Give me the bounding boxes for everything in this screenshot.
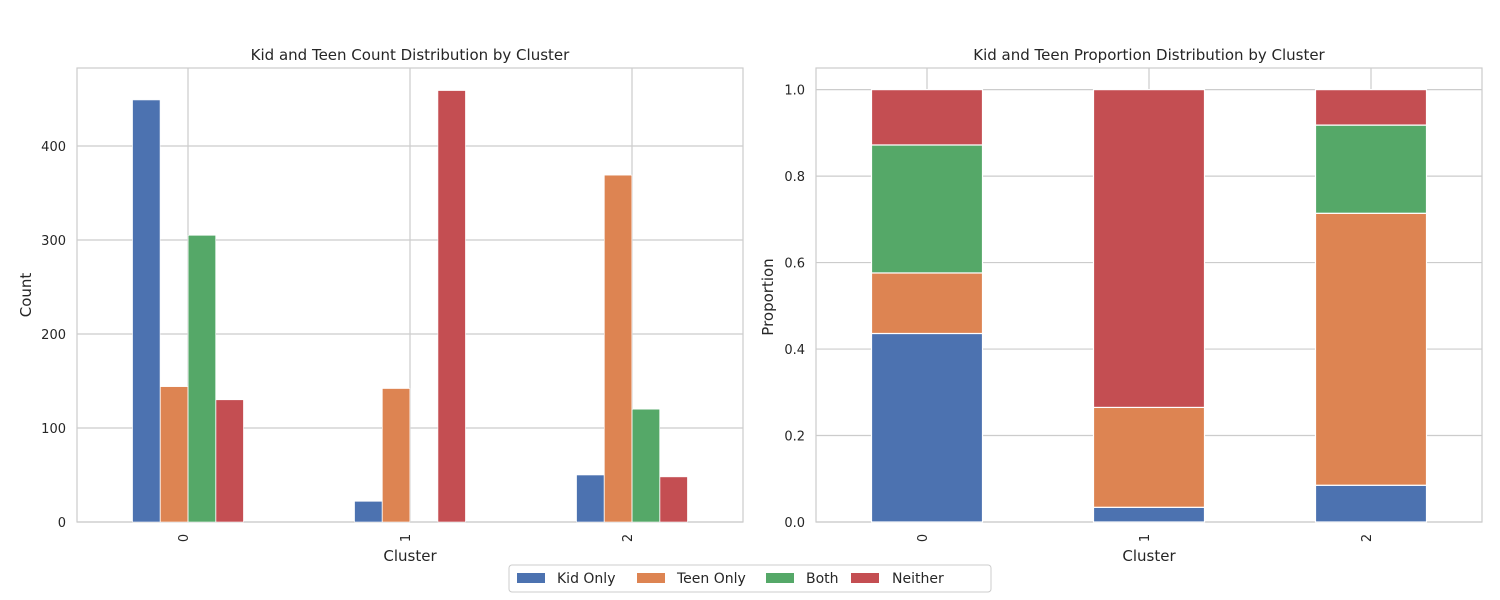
count-chart-title: Kid and Teen Count Distribution by Clust… xyxy=(251,46,570,64)
proportion-chart-y-tick-label: 0.4 xyxy=(784,343,805,358)
proportion-bar-neither-cluster-2 xyxy=(1314,89,1428,126)
proportion-chart-x-tick-label: 2 xyxy=(1360,534,1375,542)
count-chart-y-tick-label: 100 xyxy=(41,422,66,437)
proportion-bar-kid-only-cluster-1 xyxy=(1092,506,1206,523)
legend-label-teen-only: Teen Only xyxy=(676,571,746,587)
proportion-chart-y-tick-label: 0.6 xyxy=(784,257,805,272)
count-chart-bars xyxy=(132,90,688,523)
count-bar-kid-only-cluster-0 xyxy=(132,99,161,523)
proportion-chart: 0.0 0.2 0.4 0.6 0.8 1.0 0 1 2 Kid and Teen Prop… xyxy=(759,46,1483,565)
count-chart-y-tick-label: 0 xyxy=(58,516,66,531)
proportion-chart-x-ticks: 0 1 2 xyxy=(916,534,1375,542)
proportion-bar-kid-only-cluster-0 xyxy=(870,332,984,523)
count-chart-y-label: Count xyxy=(17,273,35,318)
legend-label-both: Both xyxy=(806,571,839,587)
count-bar-teen-only-cluster-0 xyxy=(160,386,189,523)
count-bar-neither-cluster-0 xyxy=(215,399,244,523)
count-bar-both-cluster-0 xyxy=(187,235,216,523)
proportion-chart-x-tick-label: 0 xyxy=(916,534,931,542)
proportion-chart-title: Kid and Teen Proportion Distribution by … xyxy=(973,46,1325,64)
proportion-bar-teen-only-cluster-2 xyxy=(1314,212,1428,486)
count-chart-x-tick-label: 0 xyxy=(177,534,192,542)
proportion-bar-teen-only-cluster-1 xyxy=(1092,406,1206,508)
legend: Kid Only Teen Only Both Neither xyxy=(508,564,992,593)
proportion-chart-x-label: Cluster xyxy=(1122,547,1176,565)
proportion-chart-x-tick-label: 1 xyxy=(1138,534,1153,542)
legend-swatch-kid-only xyxy=(517,573,545,583)
count-chart-x-ticks: 0 1 2 xyxy=(177,534,636,542)
legend-swatch-neither xyxy=(851,573,879,583)
count-chart-x-tick-label: 2 xyxy=(621,534,636,542)
legend-frame xyxy=(508,564,992,593)
proportion-chart-bars xyxy=(870,89,1428,523)
legend-label-kid-only: Kid Only xyxy=(557,571,615,587)
count-bar-neither-cluster-1 xyxy=(437,90,466,523)
proportion-chart-y-ticks: 0.0 0.2 0.4 0.6 0.8 1.0 xyxy=(784,84,805,531)
count-bar-kid-only-cluster-1 xyxy=(354,501,383,523)
count-chart-x-label: Cluster xyxy=(383,547,437,565)
proportion-bar-both-cluster-0 xyxy=(870,144,984,274)
proportion-chart-y-tick-label: 0.2 xyxy=(784,430,805,445)
count-chart-x-tick-label: 1 xyxy=(399,534,414,542)
proportion-bar-both-cluster-2 xyxy=(1314,124,1428,214)
count-bar-both-cluster-2 xyxy=(631,408,660,523)
count-chart-y-tick-label: 300 xyxy=(41,234,66,249)
proportion-chart-y-label: Proportion xyxy=(759,258,777,335)
proportion-bar-kid-only-cluster-2 xyxy=(1314,484,1428,523)
proportion-chart-y-tick-label: 0.0 xyxy=(784,516,805,531)
count-chart-y-tick-label: 400 xyxy=(41,140,66,155)
proportion-bar-teen-only-cluster-0 xyxy=(870,272,984,335)
proportion-chart-y-tick-label: 1.0 xyxy=(784,84,805,99)
count-chart-y-tick-label: 200 xyxy=(41,328,66,343)
legend-swatch-teen-only xyxy=(637,573,665,583)
count-bar-kid-only-cluster-2 xyxy=(576,474,605,523)
count-bar-teen-only-cluster-2 xyxy=(604,174,633,523)
count-bar-neither-cluster-2 xyxy=(659,476,688,523)
legend-label-neither: Neither xyxy=(892,571,944,587)
count-chart: 0 100 200 300 400 0 1 2 Kid and Teen Count Dis… xyxy=(17,46,744,565)
proportion-bar-neither-cluster-0 xyxy=(870,89,984,146)
proportion-bar-neither-cluster-1 xyxy=(1092,89,1206,409)
legend-swatch-both xyxy=(766,573,794,583)
count-bar-teen-only-cluster-1 xyxy=(382,388,411,523)
proportion-chart-y-tick-label: 0.8 xyxy=(784,170,805,185)
count-chart-y-ticks: 0 100 200 300 400 xyxy=(41,140,66,531)
